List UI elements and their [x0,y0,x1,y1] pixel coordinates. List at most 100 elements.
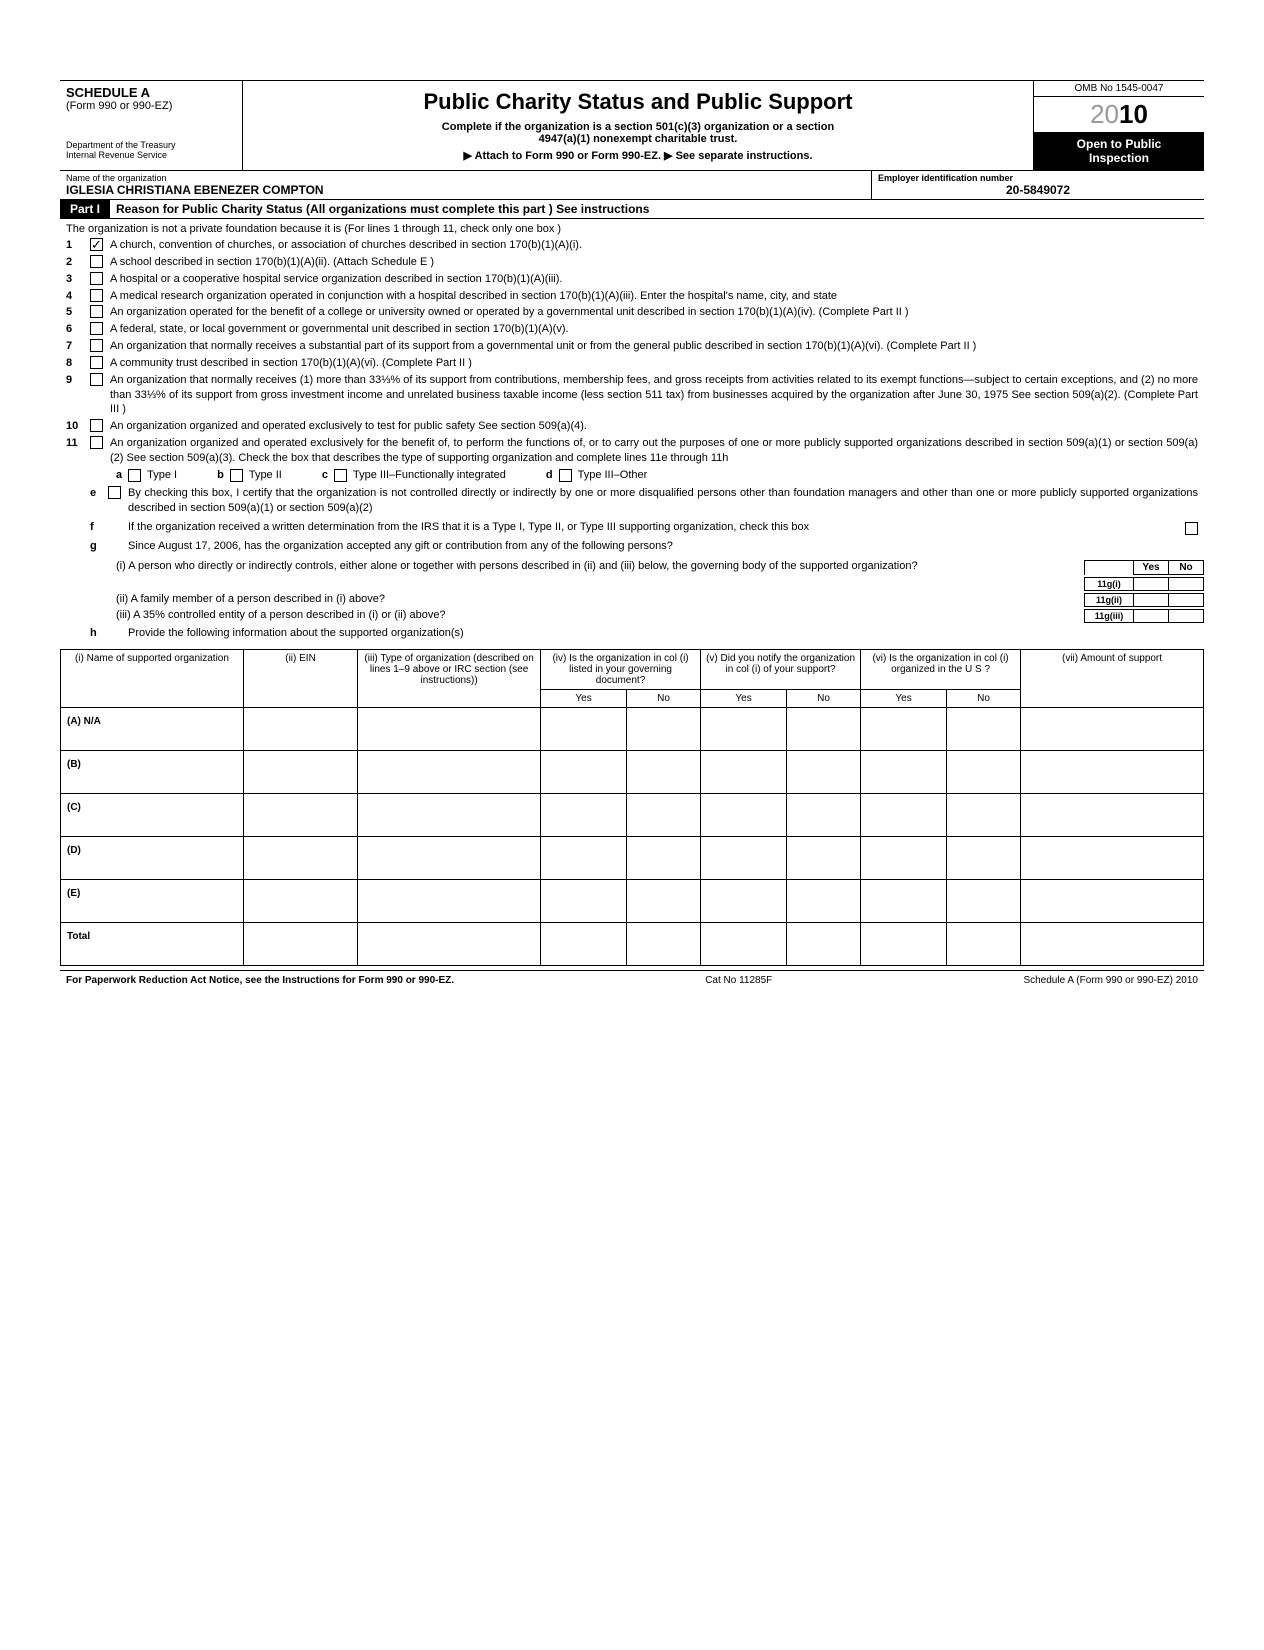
row-c-v-yes[interactable] [701,794,787,837]
line-7-checkbox[interactable] [90,339,110,354]
row-a-amount[interactable] [1021,708,1204,751]
row-a-ein[interactable] [243,708,357,751]
row-b-v-yes[interactable] [701,751,787,794]
line-10-checkbox[interactable] [90,419,110,434]
row-a-v-yes[interactable] [701,708,787,751]
line-11f-checkbox[interactable] [1185,522,1198,535]
g-iii-no[interactable] [1169,609,1204,623]
row-d-amount[interactable] [1021,837,1204,880]
g-ii-no[interactable] [1169,593,1204,607]
row-c-type[interactable] [358,794,541,837]
line-1-checkbox[interactable] [90,238,110,253]
row-b-vi-yes[interactable] [861,751,947,794]
row-b-type[interactable] [358,751,541,794]
row-c-vi-yes[interactable] [861,794,947,837]
org-name: IGLESIA CHRISTIANA EBENEZER COMPTON [66,183,865,197]
g-i-spacer [116,577,1084,591]
row-c-amount[interactable] [1021,794,1204,837]
row-e-vi-no[interactable] [947,880,1021,923]
line-11-checkbox[interactable] [90,436,110,466]
row-a-iv-no[interactable] [627,708,701,751]
row-b-iv-no[interactable] [627,751,701,794]
line-num-7: 7 [66,339,90,354]
row-e-amount[interactable] [1021,880,1204,923]
row-e-iv-yes[interactable] [541,880,627,923]
row-c-v-no[interactable] [787,794,861,837]
col-7-head: (vii) Amount of support [1021,650,1204,708]
row-e-v-no[interactable] [787,880,861,923]
line-num-5: 5 [66,305,90,320]
g-i-code: 11g(i) [1084,577,1134,591]
row-e-iv-no[interactable] [627,880,701,923]
row-d-v-yes[interactable] [701,837,787,880]
row-a-iv-yes[interactable] [541,708,627,751]
row-b-v-no[interactable] [787,751,861,794]
g-i-yes[interactable] [1134,577,1169,591]
row-e-ein[interactable] [243,880,357,923]
row-a-v-no[interactable] [787,708,861,751]
g-iii-text: (iii) A 35% controlled entity of a perso… [116,609,1084,623]
g-iii-yes[interactable] [1134,609,1169,623]
row-c-iv-yes[interactable] [541,794,627,837]
g-ii-yes[interactable] [1134,593,1169,607]
header-left: SCHEDULE A (Form 990 or 990-EZ) Departme… [60,81,243,170]
row-d-label: (D) [61,837,244,880]
letter-f: f [90,520,108,535]
row-d-ein[interactable] [243,837,357,880]
row-d-vi-yes[interactable] [861,837,947,880]
row-a-vi-no[interactable] [947,708,1021,751]
type-d-label: d [546,469,553,481]
type-a-checkbox[interactable] [128,469,141,482]
line-4-text: A medical research organization operated… [110,289,1198,304]
type-b-text: Type II [249,469,282,481]
row-d-type[interactable] [358,837,541,880]
g-no-head: No [1169,560,1204,575]
type-d-text: Type III–Other [578,469,648,481]
line-11g: g Since August 17, 2006, has the organiz… [60,537,1204,556]
row-b-vi-no[interactable] [947,751,1021,794]
g-i-no[interactable] [1169,577,1204,591]
row-c-iv-no[interactable] [627,794,701,837]
line-3-checkbox[interactable] [90,272,110,287]
omb-number: OMB No 1545-0047 [1034,81,1204,97]
row-e-type[interactable] [358,880,541,923]
type-c-checkbox[interactable] [334,469,347,482]
line-6-checkbox[interactable] [90,322,110,337]
g-i-row: 11g(i) [116,576,1204,592]
g-ii-row: (ii) A family member of a person describ… [116,592,1204,608]
line-5-checkbox[interactable] [90,305,110,320]
row-d-vi-no[interactable] [947,837,1021,880]
row-d-iv-no[interactable] [627,837,701,880]
row-d-v-no[interactable] [787,837,861,880]
row-b-ein[interactable] [243,751,357,794]
line-num-9: 9 [66,373,90,418]
line-8-text: A community trust described in section 1… [110,356,1198,371]
col-3-head: (iii) Type of organization (described on… [358,650,541,708]
type-b-checkbox[interactable] [230,469,243,482]
year-outline: 20 [1090,99,1119,129]
row-a-type[interactable] [358,708,541,751]
type-d-checkbox[interactable] [559,469,572,482]
row-b-iv-yes[interactable] [541,751,627,794]
row-e-vi-yes[interactable] [861,880,947,923]
col-4-yes: Yes [541,690,627,708]
line-8-checkbox[interactable] [90,356,110,371]
row-e-v-yes[interactable] [701,880,787,923]
type-b: b Type II [217,469,282,482]
row-a-vi-yes[interactable] [861,708,947,751]
line-num-10: 10 [66,419,90,434]
line-9-checkbox[interactable] [90,373,110,418]
subtitle2: 4947(a)(1) nonexempt charitable trust. [253,133,1023,145]
row-c-ein[interactable] [243,794,357,837]
g-iii-code: 11g(iii) [1084,609,1134,623]
line-4-checkbox[interactable] [90,289,110,304]
line-2-checkbox[interactable] [90,255,110,270]
line-4: 4 A medical research organization operat… [60,288,1204,305]
line-8: 8 A community trust described in section… [60,355,1204,372]
line-11f: f If the organization received a written… [60,518,1204,537]
row-c-vi-no[interactable] [947,794,1021,837]
row-d-iv-yes[interactable] [541,837,627,880]
line-11e-checkbox[interactable] [108,486,128,516]
row-b-amount[interactable] [1021,751,1204,794]
row-a-label: (A) N/A [61,708,244,751]
